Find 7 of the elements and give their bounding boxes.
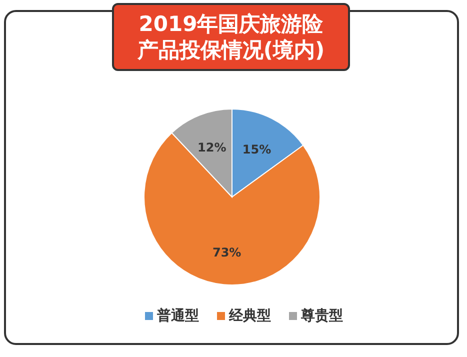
- legend-label: 经典型: [228, 308, 271, 324]
- chart-title: 2019年国庆旅游险产品投保情况(境内): [112, 3, 350, 71]
- legend-label: 尊贵型: [300, 307, 343, 324]
- data-label: 73%: [212, 245, 242, 260]
- legend-label: 普通型: [156, 307, 199, 324]
- data-label: 12%: [198, 140, 226, 154]
- data-label: 15%: [242, 142, 272, 156]
